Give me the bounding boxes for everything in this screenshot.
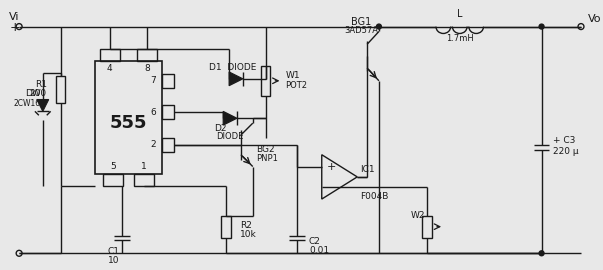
Bar (55, 76, 66, 103)
Polygon shape (229, 72, 243, 86)
Text: 10: 10 (108, 256, 119, 265)
Bar (100, 49, 119, 61)
Text: F004B: F004B (360, 192, 388, 201)
Text: 7: 7 (150, 76, 156, 85)
Text: 5: 5 (110, 162, 116, 171)
Text: + C3: + C3 (554, 136, 576, 146)
Text: 6: 6 (150, 108, 156, 117)
Bar (137, 49, 157, 61)
Text: 220 μ: 220 μ (554, 147, 579, 156)
Text: 10k: 10k (240, 230, 257, 239)
Text: 1: 1 (142, 162, 147, 171)
Text: -: - (330, 182, 333, 192)
Polygon shape (37, 100, 49, 111)
Polygon shape (223, 111, 237, 125)
Text: W1: W1 (285, 71, 300, 80)
Text: D2: D2 (214, 124, 227, 133)
Circle shape (539, 251, 544, 256)
Bar (162, 74, 174, 88)
Text: 3AD57A: 3AD57A (344, 26, 378, 35)
Text: R2: R2 (240, 221, 252, 230)
Text: PNP1: PNP1 (256, 154, 277, 163)
Text: 555: 555 (110, 114, 147, 132)
Circle shape (376, 24, 381, 29)
Text: W2: W2 (411, 211, 425, 220)
Text: 2: 2 (151, 140, 156, 149)
Bar (134, 174, 154, 186)
Text: L: L (457, 9, 463, 19)
Text: 4: 4 (107, 65, 113, 73)
Text: 8: 8 (144, 65, 150, 73)
Text: +: + (327, 161, 336, 171)
Bar (221, 216, 231, 238)
Bar (162, 105, 174, 119)
Text: DW: DW (25, 89, 41, 98)
Bar (422, 216, 432, 238)
Circle shape (539, 24, 544, 29)
Text: +: + (9, 21, 20, 34)
Bar (95, 61, 162, 174)
Bar (103, 174, 122, 186)
Text: 0.01: 0.01 (309, 246, 329, 255)
Text: IC1: IC1 (360, 166, 375, 174)
Text: Vo: Vo (588, 14, 601, 24)
Text: POT2: POT2 (285, 81, 308, 90)
Text: Vi: Vi (9, 12, 20, 22)
Text: D1  DIODE: D1 DIODE (209, 63, 257, 72)
Text: C1: C1 (108, 247, 119, 256)
Text: DIODE: DIODE (216, 133, 244, 141)
Bar (260, 66, 271, 96)
Text: 1.7mH: 1.7mH (446, 34, 473, 43)
Text: BG1: BG1 (351, 17, 371, 27)
Text: BG2: BG2 (256, 145, 274, 154)
Text: 2CW16: 2CW16 (14, 99, 41, 108)
Text: R1: R1 (35, 80, 46, 89)
Text: 200: 200 (30, 89, 46, 98)
Text: C2: C2 (309, 237, 321, 246)
Bar (162, 138, 174, 152)
